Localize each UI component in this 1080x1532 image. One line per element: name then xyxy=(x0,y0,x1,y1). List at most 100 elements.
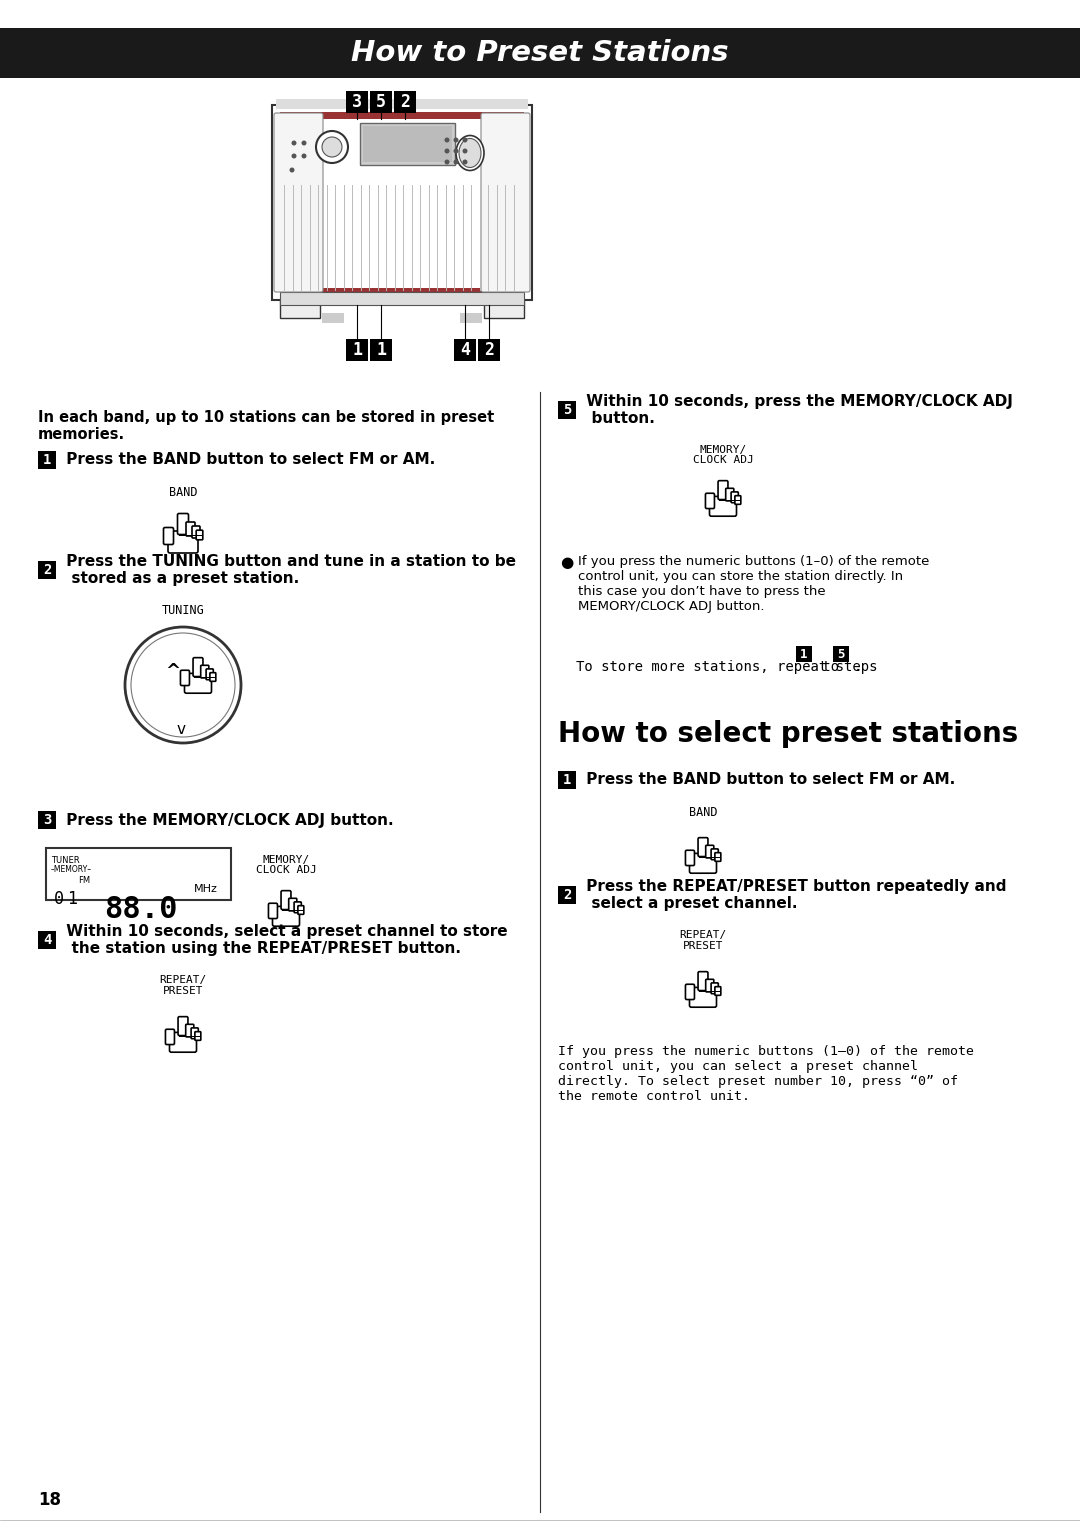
Text: –MEMORY–: –MEMORY– xyxy=(51,866,92,873)
FancyBboxPatch shape xyxy=(281,890,291,910)
Bar xyxy=(346,90,368,113)
Text: ●: ● xyxy=(561,555,573,570)
Text: REPEAT/: REPEAT/ xyxy=(679,930,727,941)
Text: 5: 5 xyxy=(837,648,845,660)
Text: 3: 3 xyxy=(352,93,362,110)
Text: Within 10 seconds, select a preset channel to store
  the station using the REPE: Within 10 seconds, select a preset chann… xyxy=(60,924,508,956)
Text: BAND: BAND xyxy=(689,806,717,818)
Text: Press the REPEAT/PRESET button repeatedly and
  select a preset channel.: Press the REPEAT/PRESET button repeatedl… xyxy=(581,879,1007,912)
Circle shape xyxy=(462,149,468,153)
Text: 2: 2 xyxy=(400,93,410,110)
FancyBboxPatch shape xyxy=(294,902,301,913)
Circle shape xyxy=(292,153,297,158)
Bar xyxy=(170,533,197,535)
Text: to: to xyxy=(814,660,848,674)
FancyBboxPatch shape xyxy=(0,28,1080,78)
Text: .: . xyxy=(854,660,862,674)
Text: 4: 4 xyxy=(460,342,470,358)
Circle shape xyxy=(131,633,235,737)
Text: ^: ^ xyxy=(165,662,180,680)
Circle shape xyxy=(445,138,449,142)
Bar xyxy=(796,647,812,662)
Bar xyxy=(558,401,576,418)
Bar xyxy=(370,339,392,362)
Text: 1: 1 xyxy=(376,342,386,358)
FancyBboxPatch shape xyxy=(715,987,720,996)
Text: 2: 2 xyxy=(563,889,571,902)
Text: Press the MEMORY/CLOCK ADJ button.: Press the MEMORY/CLOCK ADJ button. xyxy=(60,812,393,827)
FancyBboxPatch shape xyxy=(705,979,714,991)
FancyBboxPatch shape xyxy=(163,527,174,544)
FancyBboxPatch shape xyxy=(360,123,455,165)
Circle shape xyxy=(462,159,468,164)
Circle shape xyxy=(289,167,295,173)
Text: Press the TUNING button and tune in a station to be
  stored as a preset station: Press the TUNING button and tune in a st… xyxy=(60,553,516,587)
Circle shape xyxy=(322,136,342,156)
Text: How to select preset stations: How to select preset stations xyxy=(558,720,1018,748)
Bar xyxy=(558,885,576,904)
FancyBboxPatch shape xyxy=(689,988,716,1007)
Circle shape xyxy=(454,149,459,153)
Bar xyxy=(484,300,524,319)
Bar xyxy=(691,855,716,856)
FancyBboxPatch shape xyxy=(274,113,323,293)
Bar xyxy=(460,313,482,323)
Text: PRESET: PRESET xyxy=(683,941,724,951)
FancyBboxPatch shape xyxy=(711,849,718,859)
Text: 3: 3 xyxy=(43,813,51,827)
FancyBboxPatch shape xyxy=(718,481,728,499)
Text: MHz: MHz xyxy=(194,884,218,895)
FancyBboxPatch shape xyxy=(288,898,297,912)
Text: 2: 2 xyxy=(484,342,494,358)
FancyBboxPatch shape xyxy=(192,525,200,538)
Circle shape xyxy=(454,138,459,142)
Bar xyxy=(346,339,368,362)
Text: REPEAT/: REPEAT/ xyxy=(160,974,206,985)
Bar xyxy=(187,676,211,677)
Text: PRESET: PRESET xyxy=(163,987,203,996)
Text: 1: 1 xyxy=(352,342,362,358)
Circle shape xyxy=(301,153,307,158)
Bar xyxy=(712,498,735,499)
Bar xyxy=(38,931,56,948)
Text: MEMORY/: MEMORY/ xyxy=(262,855,310,866)
FancyBboxPatch shape xyxy=(46,849,231,899)
Text: 18: 18 xyxy=(38,1491,60,1509)
FancyBboxPatch shape xyxy=(734,496,741,504)
Text: If you press the numeric buttons (1–0) of the remote
control unit, you can store: If you press the numeric buttons (1–0) o… xyxy=(578,555,930,613)
Circle shape xyxy=(292,141,297,146)
Bar xyxy=(274,908,298,910)
Text: 1: 1 xyxy=(800,648,808,660)
Text: v: v xyxy=(177,723,186,737)
FancyBboxPatch shape xyxy=(298,905,303,915)
Ellipse shape xyxy=(459,138,481,167)
FancyBboxPatch shape xyxy=(481,113,530,293)
Circle shape xyxy=(125,627,241,743)
FancyBboxPatch shape xyxy=(731,492,739,502)
Text: In each band, up to 10 stations can be stored in preset
memories.: In each band, up to 10 stations can be s… xyxy=(38,411,495,443)
FancyBboxPatch shape xyxy=(686,984,694,999)
FancyBboxPatch shape xyxy=(698,971,708,991)
Text: Within 10 seconds, press the MEMORY/CLOCK ADJ
  button.: Within 10 seconds, press the MEMORY/CLOC… xyxy=(581,394,1013,426)
Circle shape xyxy=(316,132,348,162)
Text: 1: 1 xyxy=(67,890,77,908)
FancyBboxPatch shape xyxy=(178,1017,188,1036)
Bar xyxy=(38,810,56,829)
FancyBboxPatch shape xyxy=(272,106,532,300)
Bar xyxy=(276,100,528,109)
FancyBboxPatch shape xyxy=(715,853,720,861)
FancyBboxPatch shape xyxy=(186,1025,193,1037)
Text: TUNER: TUNER xyxy=(51,856,80,866)
Bar xyxy=(558,771,576,789)
Bar xyxy=(280,112,524,119)
Bar xyxy=(370,90,392,113)
FancyBboxPatch shape xyxy=(711,984,718,994)
FancyBboxPatch shape xyxy=(185,674,212,692)
FancyBboxPatch shape xyxy=(191,1028,199,1039)
FancyBboxPatch shape xyxy=(186,522,195,536)
FancyBboxPatch shape xyxy=(170,1033,197,1052)
FancyBboxPatch shape xyxy=(201,665,208,677)
FancyBboxPatch shape xyxy=(177,513,189,535)
FancyBboxPatch shape xyxy=(197,530,203,539)
Text: CLOCK ADJ: CLOCK ADJ xyxy=(256,866,316,875)
